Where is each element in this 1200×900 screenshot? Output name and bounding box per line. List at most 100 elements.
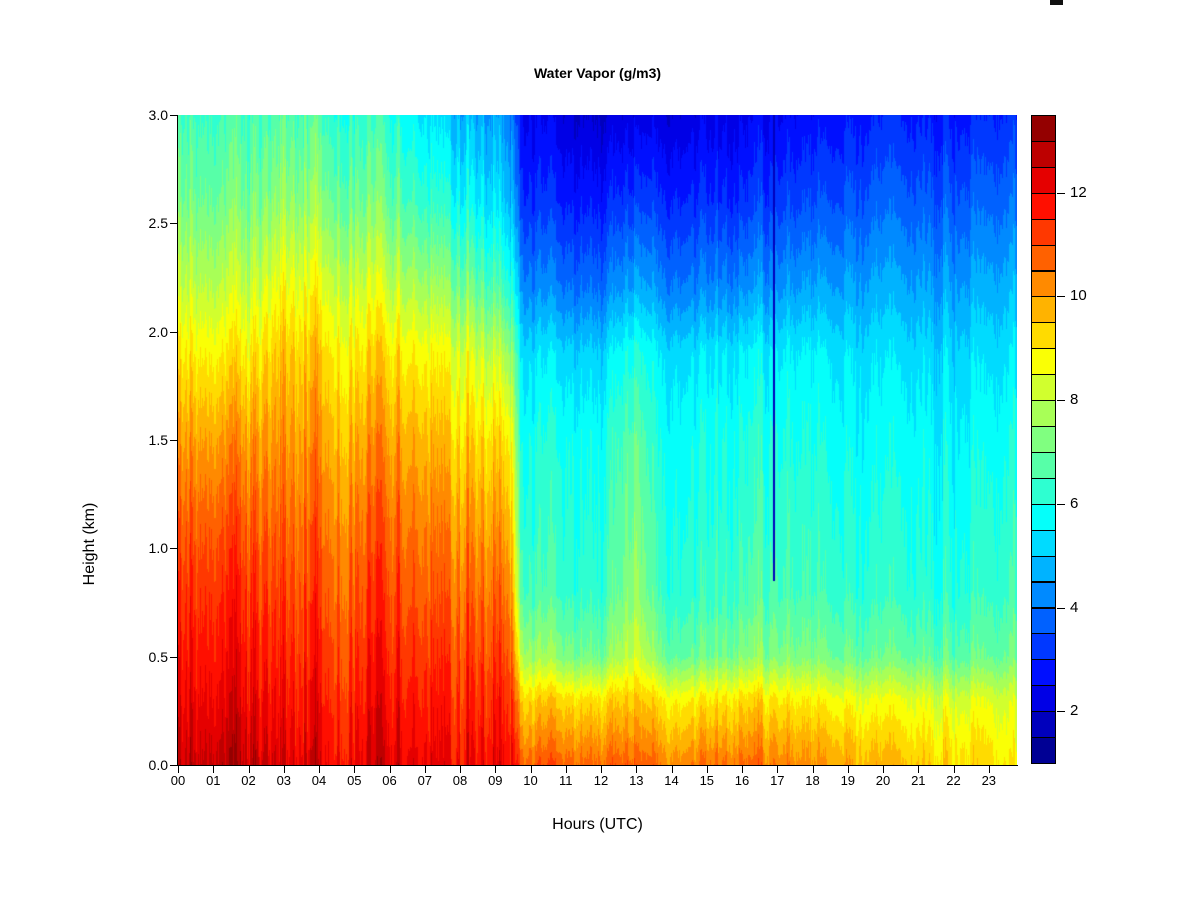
chart-title: Water Vapor (g/m3) — [533, 65, 662, 81]
x-tick-label: 15 — [699, 773, 715, 788]
colorbar-block — [1031, 115, 1056, 142]
colorbar-block — [1031, 296, 1056, 324]
x-tick-mark — [389, 766, 391, 773]
x-tick-mark — [283, 766, 285, 773]
heatmap-plot-area — [178, 115, 1017, 765]
y-tick-label: 0.0 — [148, 757, 168, 773]
colorbar-block — [1031, 218, 1056, 246]
x-tick-label: 13 — [629, 773, 644, 788]
colorbar-tick-mark — [1057, 503, 1065, 505]
colorbar-tick-label: 8 — [1070, 391, 1079, 409]
x-tick-label: 10 — [523, 773, 538, 788]
x-tick-label: 08 — [452, 773, 468, 788]
x-tick-label: 02 — [241, 773, 256, 788]
colorbar-tick-label: 6 — [1070, 494, 1079, 512]
y-tick-label: 2.0 — [148, 323, 168, 340]
colorbar-block — [1031, 374, 1056, 402]
colorbar-block — [1031, 737, 1056, 764]
y-axis-label: Height (km) — [81, 502, 98, 586]
colorbar-block — [1031, 400, 1056, 427]
x-tick-label: 05 — [347, 773, 362, 788]
y-tick-label: 1.5 — [148, 432, 168, 448]
colorbar-block — [1031, 711, 1056, 739]
colorbar-block — [1031, 581, 1056, 609]
colorbar-tick-label: 10 — [1070, 287, 1087, 305]
x-tick-label: 18 — [805, 773, 820, 788]
x-tick-mark — [988, 766, 990, 773]
y-tick-mark — [170, 548, 177, 550]
y-tick-mark — [170, 656, 177, 658]
y-tick-label: 0.5 — [148, 648, 168, 665]
x-tick-mark — [918, 766, 920, 773]
y-tick-label: 2.5 — [148, 215, 168, 232]
colorbar-block — [1031, 270, 1056, 298]
colorbar-block — [1031, 503, 1056, 531]
x-tick-label: 03 — [276, 773, 292, 788]
x-tick-label: 12 — [593, 773, 609, 788]
y-tick-mark — [170, 223, 177, 225]
heatmap-canvas — [178, 115, 1017, 765]
colorbar-block — [1031, 659, 1056, 687]
y-tick-mark — [170, 765, 177, 766]
x-tick-label: 01 — [206, 773, 221, 788]
colorbar-block — [1031, 529, 1056, 557]
x-tick-label: 00 — [170, 773, 186, 788]
colorbar-block — [1031, 555, 1056, 583]
y-tick-label: 3.0 — [148, 107, 168, 123]
colorbar-block — [1031, 633, 1056, 661]
y-tick-label: 1.0 — [148, 540, 168, 557]
colorbar-tick-label: 12 — [1070, 183, 1087, 201]
x-tick-label: 04 — [311, 773, 327, 788]
colorbar-tick-mark — [1057, 711, 1065, 713]
x-tick-mark — [812, 766, 814, 773]
colorbar-block — [1031, 322, 1056, 350]
x-tick-mark — [777, 766, 779, 773]
y-tick-mark — [170, 331, 177, 333]
x-axis-line — [177, 765, 1018, 766]
x-tick-mark — [671, 766, 673, 773]
x-tick-label: 21 — [911, 773, 926, 788]
x-tick-mark — [354, 766, 356, 773]
colorbar-block — [1031, 452, 1056, 479]
x-tick-label: 11 — [559, 773, 573, 788]
colorbar-tick-mark — [1057, 607, 1065, 609]
colorbar-tick-label: 2 — [1070, 702, 1079, 720]
x-tick-mark — [565, 766, 567, 773]
x-tick-label: 20 — [875, 773, 891, 788]
x-tick-mark — [319, 766, 320, 773]
x-tick-label: 22 — [946, 773, 961, 788]
window-artifact — [1050, 0, 1063, 5]
colorbar-tick-mark — [1057, 296, 1065, 298]
y-tick-mark — [170, 115, 177, 116]
colorbar-block — [1031, 192, 1056, 220]
x-tick-mark — [847, 766, 849, 773]
x-tick-label: 17 — [770, 773, 785, 788]
y-axis-line — [177, 115, 178, 766]
x-tick-label: 06 — [382, 773, 397, 788]
colorbar-tick-mark — [1057, 192, 1065, 194]
x-tick-mark — [495, 766, 497, 773]
x-tick-label: 16 — [734, 773, 750, 788]
colorbar-block — [1031, 685, 1056, 713]
colorbar-tick-label: 4 — [1070, 598, 1079, 616]
x-tick-label: 14 — [664, 773, 679, 788]
x-tick-mark — [706, 766, 708, 773]
x-tick-mark — [883, 766, 884, 773]
colorbar-block — [1031, 348, 1056, 376]
colorbar-block — [1031, 477, 1056, 505]
x-tick-mark — [636, 766, 638, 773]
x-axis-label: Hours (UTC) — [552, 816, 643, 833]
x-tick-label: 07 — [417, 773, 433, 788]
colorbar-block — [1031, 426, 1056, 453]
x-tick-mark — [460, 766, 461, 773]
x-tick-mark — [742, 766, 743, 773]
x-tick-mark — [601, 766, 602, 773]
x-tick-mark — [178, 766, 179, 773]
x-tick-label: 09 — [488, 773, 503, 788]
colorbar-block — [1031, 244, 1056, 272]
x-tick-mark — [530, 766, 532, 773]
x-tick-mark — [953, 766, 955, 773]
colorbar-block — [1031, 140, 1056, 168]
x-tick-mark — [213, 766, 215, 773]
